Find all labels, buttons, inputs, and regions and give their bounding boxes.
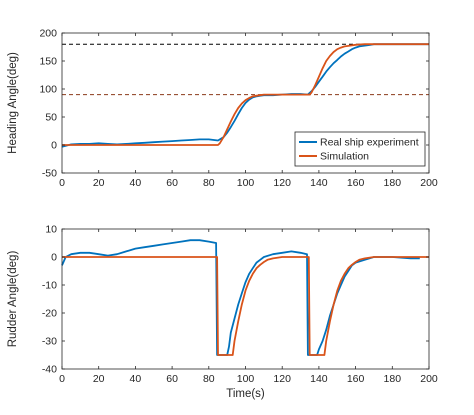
series-line-simulation [62, 43, 429, 146]
y-tick-label: 50 [45, 112, 57, 124]
x-tick-label: 40 [130, 373, 142, 385]
x-tick-label: 200 [420, 177, 438, 189]
y-tick-label: -10 [42, 280, 57, 292]
y-tick-label: -40 [42, 364, 57, 376]
series-line-real-ship [61, 239, 420, 356]
y-tick-label: 200 [39, 28, 57, 40]
legend-box [294, 131, 426, 167]
y-tick-label: -30 [42, 336, 57, 348]
x-tick-label: 0 [59, 373, 65, 385]
heading-legend: Real ship experiment Simulation [294, 131, 426, 167]
x-tick-label: 180 [384, 373, 402, 385]
x-tick-label: 20 [93, 177, 105, 189]
x-tick-label: 60 [166, 177, 178, 189]
x-tick-label: 100 [237, 177, 255, 189]
x-tick-label: 180 [384, 177, 402, 189]
y-tick-label: -20 [42, 308, 57, 320]
x-tick-label: 0 [59, 177, 65, 189]
x-tick-label: 120 [273, 373, 291, 385]
x-tick-label: 140 [310, 177, 328, 189]
rudder-plot-area [61, 239, 429, 356]
y-tick-label: 100 [39, 84, 57, 96]
y-tick-label: 0 [51, 252, 57, 264]
x-tick-label: 40 [130, 177, 142, 189]
y-tick-label: 0 [51, 140, 57, 152]
y-tick-label: 150 [39, 56, 57, 68]
legend-label-real-ship: Real ship experiment [320, 137, 419, 149]
heading-ticks: 0 20 40 60 80 100 120 140 160 180 200-500501001502… [39, 28, 437, 190]
x-tick-label: 120 [273, 177, 291, 189]
x-tick-label: 160 [347, 373, 365, 385]
heading-plot-area [61, 43, 429, 148]
rudder-y-axis-label: Rudder Angle(deg) [7, 251, 19, 348]
y-tick-label: 10 [45, 224, 57, 236]
x-tick-label: 200 [420, 373, 438, 385]
x-tick-label: 140 [310, 373, 328, 385]
x-tick-label: 60 [166, 373, 178, 385]
rudder-ticks: 0 20 40 60 80 100 120 140 160 180 200 -40 -30 -20 -10 0… [42, 224, 438, 386]
x-tick-label: 100 [237, 373, 255, 385]
legend-label-simulation: Simulation [320, 151, 369, 163]
x-tick-label: 80 [203, 177, 215, 189]
heading-angle-chart: 0 20 40 60 80 100 120 140 160 180 200-500501001502… [7, 28, 438, 190]
y-tick-label: -50 [42, 168, 57, 180]
series-line-simulation [62, 256, 429, 356]
x-tick-label: 160 [347, 177, 365, 189]
rudder-x-axis-label: Time(s) [226, 388, 265, 400]
x-tick-label: 20 [93, 373, 105, 385]
heading-y-axis-label: Heading Angle(deg) [7, 52, 19, 154]
x-tick-label: 80 [203, 373, 215, 385]
rudder-angle-chart: 0 20 40 60 80 100 120 140 160 180 200 -40 -30 -20 -10 0… [7, 224, 438, 401]
